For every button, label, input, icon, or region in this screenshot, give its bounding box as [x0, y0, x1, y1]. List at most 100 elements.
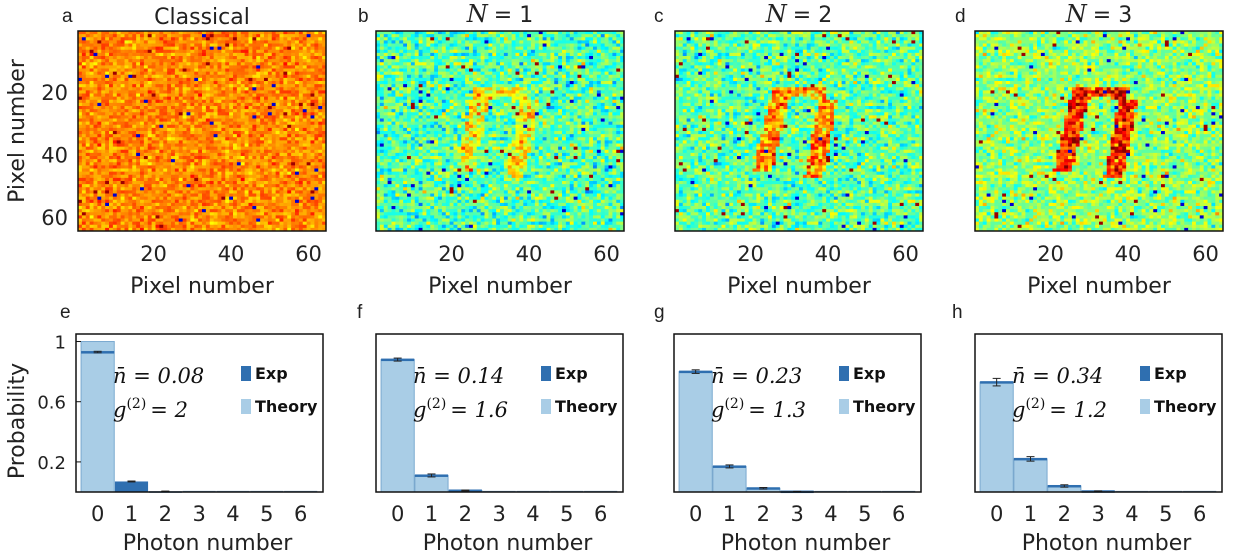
heatmap-cell [248, 77, 253, 82]
heatmap-cell [155, 134, 160, 138]
heatmap-cell [167, 137, 172, 141]
heatmap-cell [240, 174, 246, 179]
heatmap-cell [546, 62, 551, 66]
heatmap-cell [279, 196, 284, 201]
heatmap-cell [147, 87, 153, 91]
heatmap-cell [283, 109, 288, 113]
heatmap-cell [279, 96, 284, 101]
heatmap-cell [395, 34, 400, 38]
heatmap-cell [229, 165, 234, 169]
heatmap-cell [310, 112, 315, 116]
heatmap-cell [248, 184, 253, 188]
heatmap-cell [322, 31, 327, 35]
heatmap-cell [155, 224, 160, 229]
heatmap-cell [159, 177, 164, 182]
heatmap-cell [267, 43, 273, 48]
heatmap-cell [78, 159, 83, 163]
heatmap-cell [492, 37, 497, 41]
heatmap-cell [105, 102, 110, 107]
heatmap-cell [287, 168, 292, 173]
heatmap-cell [171, 193, 176, 198]
heatmap-cell [449, 56, 454, 60]
heatmap-cell [182, 215, 187, 219]
heatmap-cell [112, 99, 118, 104]
heatmap-cell [213, 181, 218, 185]
heatmap-cell [225, 84, 230, 88]
heatmap-cell [182, 171, 187, 176]
heatmap-cell [391, 59, 396, 63]
heatmap-cell [78, 84, 83, 88]
heatmap-cell [213, 190, 218, 194]
heatmap-cell [101, 84, 106, 88]
heatmap-cell [136, 43, 141, 48]
heatmap-cell [81, 174, 87, 179]
heatmap-cell [85, 215, 91, 219]
heatmap-cell [105, 190, 110, 194]
heatmap-cell [85, 146, 91, 151]
heatmap-cell [112, 31, 118, 35]
heatmap-cell [97, 202, 102, 207]
heatmap-cell [318, 134, 323, 138]
heatmap-cell [97, 90, 102, 94]
heatmap-cell [244, 40, 249, 44]
heatmap-cell [441, 49, 447, 54]
heatmap-cell [287, 174, 292, 179]
heatmap-cell [310, 206, 315, 210]
heatmap-cell [453, 37, 458, 41]
heatmap-cell [85, 71, 91, 76]
heatmap-cell [302, 162, 308, 166]
heatmap-cell [387, 59, 392, 63]
heatmap-cell [236, 87, 242, 91]
heatmap-cell [85, 152, 91, 157]
heatmap-cell [244, 68, 249, 73]
heatmap-cell [612, 65, 617, 69]
heatmap-cell [101, 174, 106, 179]
heatmap-cell [128, 215, 133, 219]
heatmap-cell [418, 65, 423, 69]
heatmap-cell [283, 127, 288, 132]
heatmap-cell [171, 137, 176, 141]
heatmap-cell [565, 52, 571, 57]
heatmap-cell [171, 46, 176, 51]
heatmap-cell [109, 212, 114, 216]
heatmap-cell [418, 46, 423, 51]
heatmap-cell [283, 168, 288, 173]
heatmap-cell [178, 124, 184, 129]
heatmap-cell [240, 152, 246, 157]
heatmap-cell [240, 93, 246, 98]
heatmap-cell [596, 34, 602, 38]
heatmap-cell [236, 124, 242, 129]
heatmap-cell [205, 137, 211, 141]
heatmap-cell [283, 152, 288, 157]
heatmap-cell [248, 115, 253, 119]
heatmap-cell [217, 221, 222, 226]
heatmap-cell [225, 196, 230, 201]
heatmap-cell [97, 215, 102, 219]
heatmap-cell [101, 34, 106, 38]
heatmap-cell [101, 218, 106, 223]
heatmap-cell [120, 99, 125, 104]
heatmap-cell [205, 152, 211, 157]
heatmap-cell [217, 112, 222, 116]
heatmap-cell [128, 224, 133, 229]
heatmap-cell [244, 115, 249, 119]
heatmap-cell [295, 71, 300, 76]
heatmap-cell [198, 131, 203, 135]
heatmap-cell [291, 81, 296, 85]
heatmap-cell [422, 59, 427, 63]
heatmap-cell [167, 199, 172, 204]
heatmap-cell [225, 202, 230, 207]
heatmap-cell [209, 159, 215, 163]
heatmap-cell [155, 68, 160, 73]
heatmap-cell [112, 37, 118, 41]
heatmap-cell [298, 134, 304, 138]
heatmap-cell [604, 68, 609, 73]
heatmap-cell [147, 124, 153, 129]
heatmap-cell [105, 212, 110, 216]
heatmap-cell [163, 131, 168, 135]
heatmap-cell [229, 199, 234, 204]
heatmap-cell [445, 37, 451, 41]
heatmap-cell [229, 90, 234, 94]
heatmap-cell [298, 224, 304, 229]
heatmap-cell [252, 184, 257, 188]
